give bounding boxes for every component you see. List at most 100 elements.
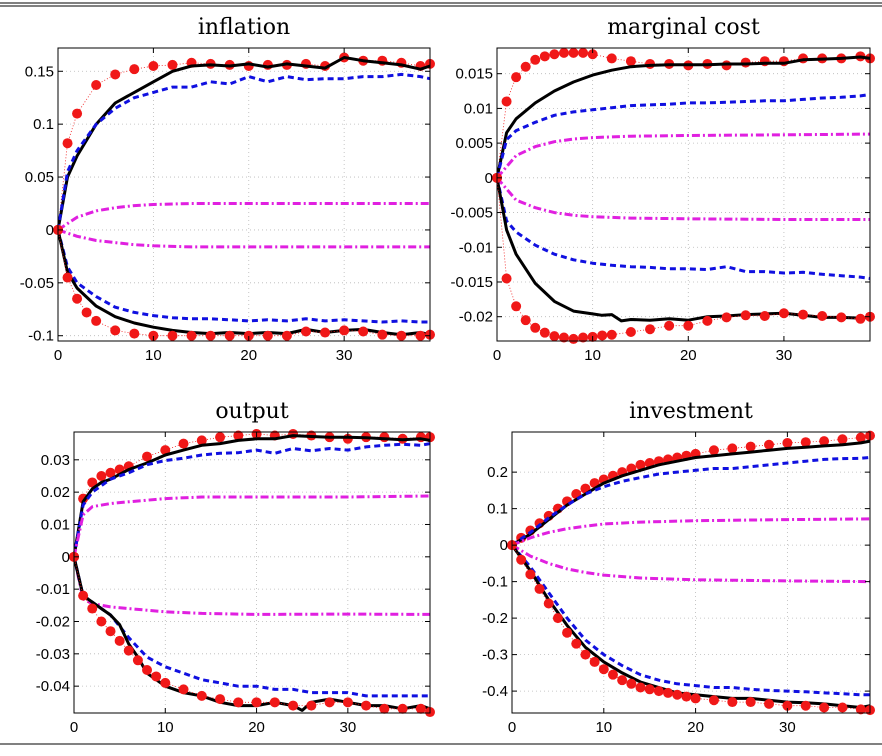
- data-point: [520, 61, 531, 72]
- data-point: [205, 330, 216, 341]
- panel-title: marginal cost: [607, 15, 760, 40]
- series-line-black-solid: [56, 56, 431, 231]
- data-point: [178, 438, 189, 449]
- data-point: [690, 693, 701, 704]
- y-tick-label: -0.02: [459, 309, 493, 326]
- data-point: [837, 434, 848, 445]
- data-point: [96, 470, 107, 481]
- data-point: [525, 569, 536, 580]
- panel-title: output: [215, 399, 289, 424]
- data-point: [837, 702, 848, 713]
- series-line-blue-dashed: [510, 544, 870, 697]
- series-line-black-solid: [72, 556, 431, 712]
- data-point: [558, 47, 569, 58]
- data-point: [672, 689, 683, 700]
- data-point: [224, 330, 235, 341]
- data-point: [683, 320, 694, 331]
- data-point: [740, 310, 751, 321]
- data-point: [644, 684, 655, 695]
- data-point: [96, 616, 107, 627]
- data-point: [530, 322, 541, 333]
- data-point: [539, 51, 550, 62]
- y-tick-label: 0.01: [464, 100, 493, 117]
- series-line-magenta-dashdot: [57, 228, 430, 249]
- y-tick-label: -0.3: [482, 647, 508, 664]
- data-point: [160, 677, 171, 688]
- x-tick-label: 10: [584, 347, 601, 364]
- data-point: [562, 627, 573, 638]
- data-point: [91, 80, 102, 91]
- data-point: [664, 320, 675, 331]
- y-tick-label: -0.2: [482, 610, 508, 627]
- y-tick-label: -0.01: [36, 581, 70, 598]
- data-point: [81, 307, 92, 318]
- data-point: [148, 60, 159, 71]
- data-point: [817, 311, 828, 322]
- data-point: [501, 96, 512, 107]
- data-point: [397, 703, 408, 714]
- data-point: [501, 273, 512, 284]
- axes-frame: [57, 47, 431, 342]
- data-point: [358, 326, 369, 337]
- panel-0: inflation 0 10 20 30 -0.1 -0.05 0 0.05 0.1 0.15: [20, 15, 435, 364]
- data-point: [681, 691, 692, 702]
- data-point: [167, 59, 178, 70]
- y-tick-label: -0.015: [450, 274, 493, 291]
- panel-title: inflation: [198, 15, 290, 40]
- data-point: [759, 311, 770, 322]
- data-point: [800, 437, 811, 448]
- y-tick-label: -0.4: [482, 683, 508, 700]
- data-point: [800, 700, 811, 711]
- data-point: [320, 327, 331, 338]
- y-tick-label: 0: [485, 170, 493, 187]
- data-point: [727, 443, 738, 454]
- data-point: [243, 330, 254, 341]
- data-point: [377, 329, 388, 340]
- series-line-magenta-dashdot: [495, 176, 870, 221]
- panel-title: investment: [629, 399, 753, 424]
- data-point: [516, 554, 527, 565]
- x-tick-label: 30: [336, 347, 353, 364]
- x-tick-label: 30: [779, 719, 796, 736]
- x-tick-label: 20: [240, 347, 257, 364]
- axes-frame: [511, 431, 871, 714]
- data-point: [782, 437, 793, 448]
- data-point: [148, 330, 159, 341]
- data-point: [626, 678, 637, 689]
- x-tick-label: 30: [340, 719, 357, 736]
- series-line-magenta-dashdot: [72, 494, 431, 558]
- data-point: [396, 330, 407, 341]
- data-point: [215, 694, 226, 705]
- data-point: [708, 695, 719, 706]
- data-point: [342, 697, 353, 708]
- data-point: [727, 697, 738, 708]
- data-point: [549, 331, 560, 342]
- y-tick-label: -0.03: [36, 646, 70, 663]
- data-point: [511, 301, 522, 312]
- y-tick-label: 0.03: [41, 452, 70, 469]
- data-point: [764, 698, 775, 709]
- series-line-blue-dashed: [511, 456, 871, 547]
- series-line-magenta-dashdot: [511, 543, 871, 584]
- axes-frame: [496, 47, 871, 342]
- x-tick-label: 20: [687, 719, 704, 736]
- series-line-red-dots: [73, 556, 431, 713]
- x-tick-label: 0: [54, 347, 62, 364]
- y-tick-label: 0.005: [455, 135, 493, 152]
- data-point: [233, 430, 244, 441]
- data-point: [568, 47, 579, 58]
- series-line-blue-dashed: [72, 442, 431, 558]
- data-point: [196, 690, 207, 701]
- data-point: [708, 445, 719, 456]
- data-point: [635, 459, 646, 470]
- data-point: [597, 330, 608, 341]
- data-point: [415, 703, 426, 714]
- series-line-black-solid: [495, 55, 871, 179]
- y-tick-label: 0.1: [33, 116, 54, 133]
- data-point: [745, 441, 756, 452]
- series-line-magenta-dashdot: [511, 517, 871, 547]
- y-tick-label: -0.02: [36, 613, 70, 630]
- data-point: [663, 687, 674, 698]
- data-point: [196, 435, 207, 446]
- data-point: [269, 697, 280, 708]
